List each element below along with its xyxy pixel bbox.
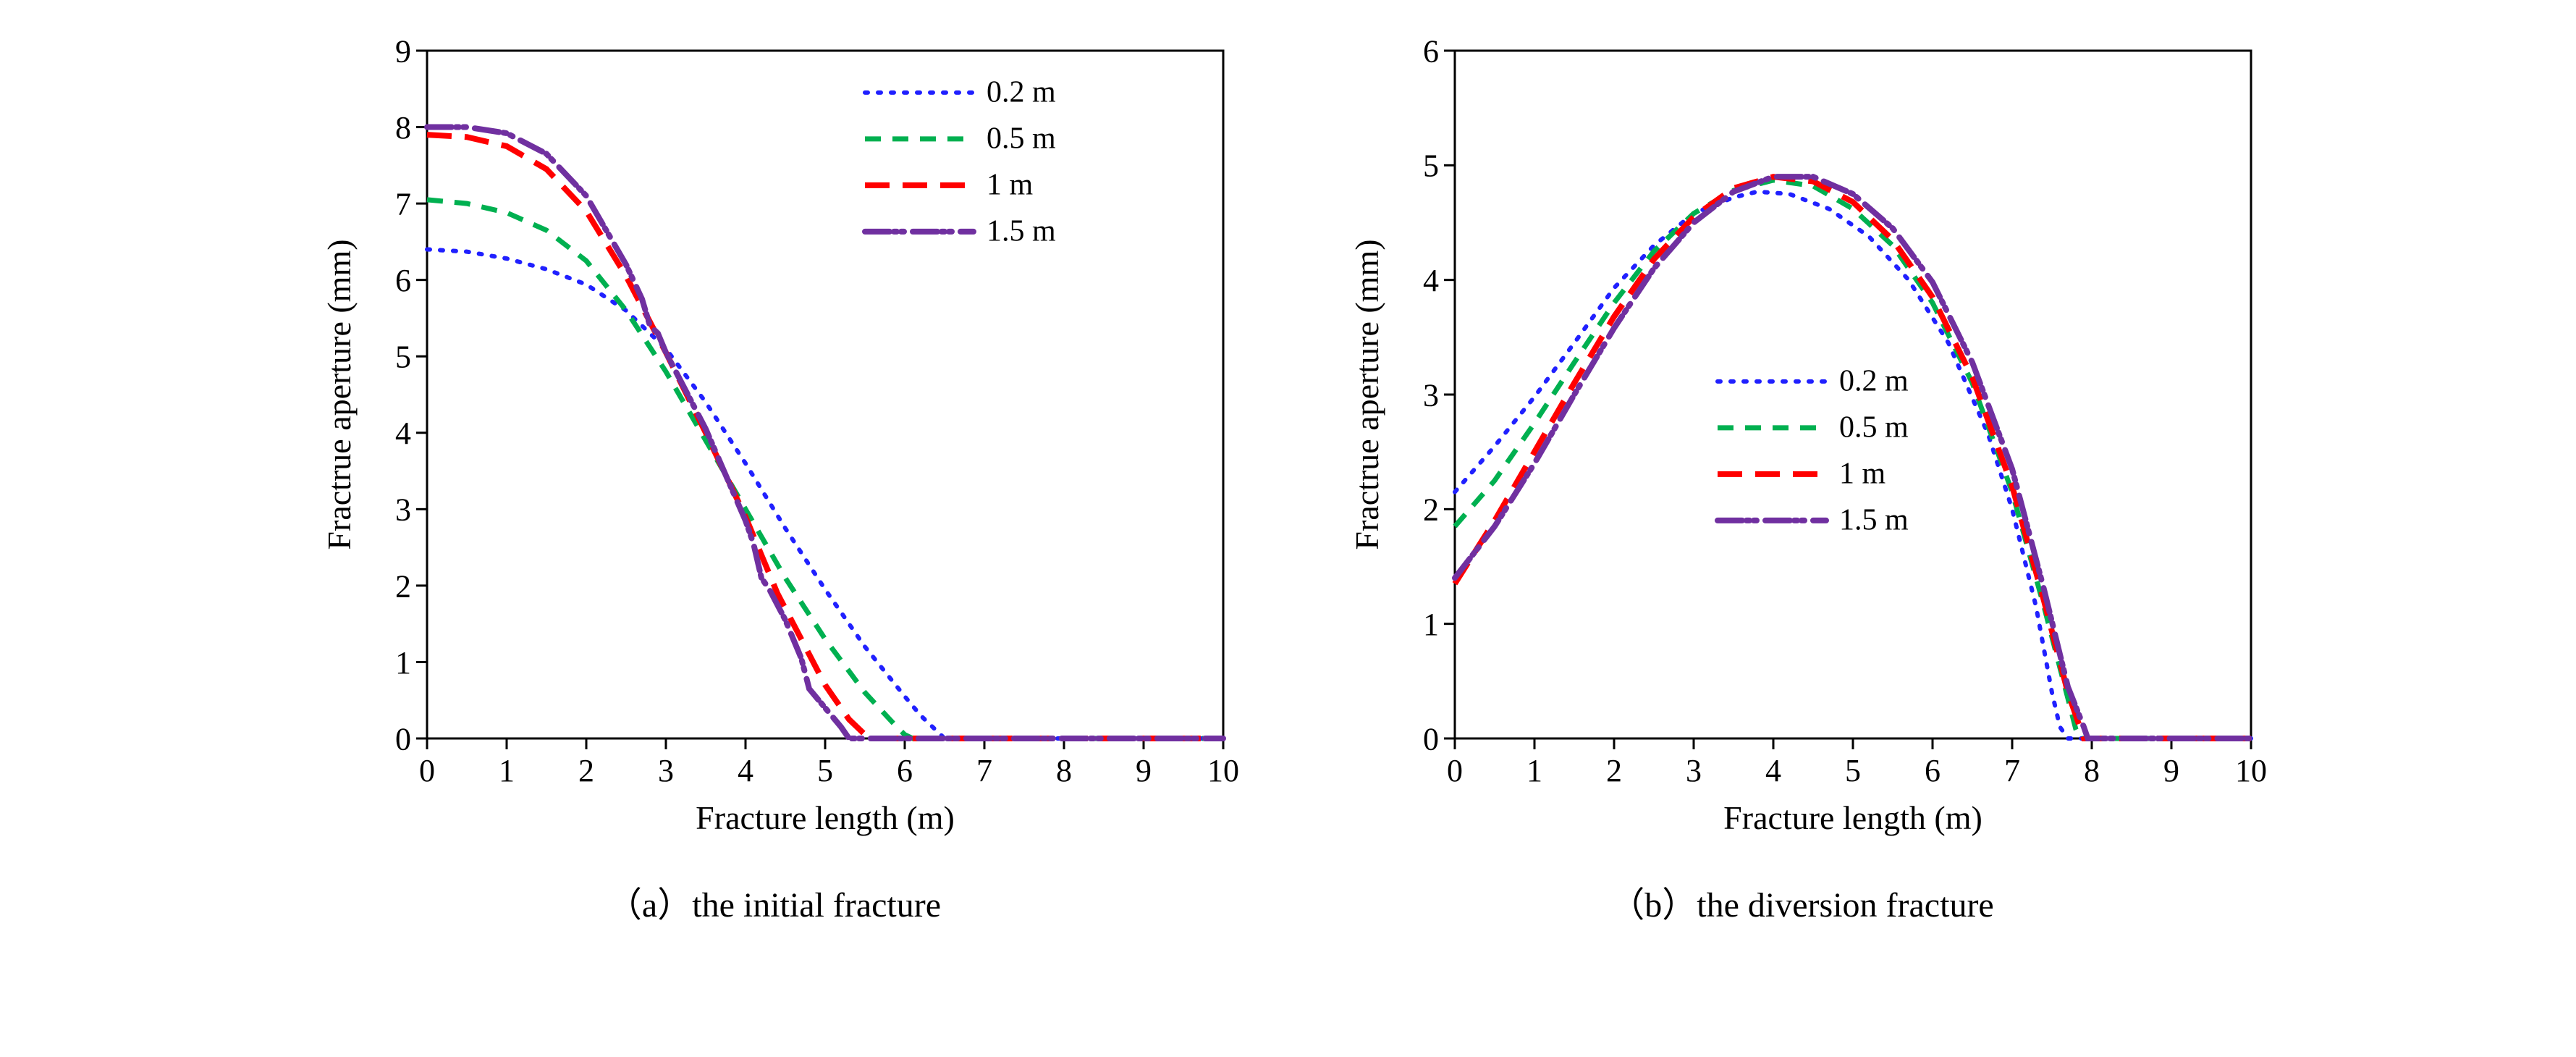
svg-text:6: 6 — [1423, 33, 1439, 69]
svg-text:9: 9 — [2163, 753, 2179, 788]
svg-text:7: 7 — [395, 187, 411, 222]
svg-text:1: 1 — [1526, 753, 1542, 788]
svg-text:0: 0 — [1423, 721, 1439, 757]
svg-text:0.2 m: 0.2 m — [987, 76, 1056, 109]
svg-text:0: 0 — [1447, 753, 1463, 788]
svg-text:3: 3 — [658, 753, 674, 788]
svg-text:1: 1 — [395, 645, 411, 681]
svg-text:2: 2 — [578, 753, 594, 788]
svg-text:6: 6 — [897, 753, 913, 788]
svg-text:6: 6 — [395, 263, 411, 298]
svg-text:6: 6 — [1925, 753, 1941, 788]
svg-text:10: 10 — [2235, 753, 2267, 788]
svg-text:5: 5 — [395, 340, 411, 375]
svg-text:0.5 m: 0.5 m — [987, 122, 1056, 156]
svg-text:0.5 m: 0.5 m — [1839, 411, 1909, 445]
svg-text:4: 4 — [1423, 263, 1439, 298]
caption-b: （b）the diversion fracture — [1610, 876, 1994, 927]
svg-text:Fracture length (m): Fracture length (m) — [1723, 799, 1982, 836]
svg-text:10: 10 — [1207, 753, 1239, 788]
svg-text:2: 2 — [395, 568, 411, 604]
svg-text:5: 5 — [1845, 753, 1861, 788]
svg-text:5: 5 — [817, 753, 833, 788]
svg-text:Fracture length (m): Fracture length (m) — [696, 799, 955, 836]
svg-text:9: 9 — [395, 33, 411, 69]
svg-text:4: 4 — [395, 416, 411, 451]
chart-a: 0 1 2 3 4 5 6 7 8 9 10 0 1 2 3 4 5 6 7 8 9 Fracture length (m… — [304, 29, 1245, 862]
svg-text:2: 2 — [1606, 753, 1622, 788]
svg-text:1.5 m: 1.5 m — [1839, 504, 1909, 537]
svg-text:3: 3 — [1686, 753, 1702, 788]
svg-text:4: 4 — [1765, 753, 1781, 788]
svg-text:Fractrue aperture (mm): Fractrue aperture (mm) — [321, 239, 358, 549]
svg-text:1.5 m: 1.5 m — [987, 215, 1056, 248]
svg-text:1: 1 — [1423, 607, 1439, 642]
svg-text:Fractrue aperture (mm): Fractrue aperture (mm) — [1348, 239, 1385, 549]
svg-text:8: 8 — [395, 110, 411, 146]
svg-text:7: 7 — [976, 753, 992, 788]
svg-text:4: 4 — [738, 753, 753, 788]
svg-text:0.2 m: 0.2 m — [1839, 365, 1909, 398]
svg-text:1: 1 — [499, 753, 515, 788]
svg-text:1 m: 1 m — [987, 169, 1034, 202]
svg-text:3: 3 — [1423, 377, 1439, 413]
svg-text:7: 7 — [2004, 753, 2020, 788]
svg-text:9: 9 — [1136, 753, 1152, 788]
figure-container: 0123456789100123456789Fracture length (m… — [0, 0, 2576, 956]
svg-text:8: 8 — [1056, 753, 1072, 788]
panel-a: 0 1 2 3 4 5 6 7 8 9 10 0 1 2 3 4 5 6 7 8 9 Fracture length (m… — [304, 29, 1245, 927]
caption-a: （a）the initial fracture — [607, 876, 941, 927]
panel-b: 0 1 2 3 4 5 6 7 8 9 10 0 1 2 3 4 5 6 Fracture length (m) Fr… — [1332, 29, 2273, 927]
svg-text:3: 3 — [395, 492, 411, 528]
svg-text:5: 5 — [1423, 148, 1439, 184]
svg-text:2: 2 — [1423, 492, 1439, 528]
svg-text:0: 0 — [395, 721, 411, 757]
chart-b: 0 1 2 3 4 5 6 7 8 9 10 0 1 2 3 4 5 6 Fracture length (m) Fr… — [1332, 29, 2273, 862]
svg-text:0: 0 — [419, 753, 435, 788]
svg-text:8: 8 — [2084, 753, 2100, 788]
svg-text:1 m: 1 m — [1839, 458, 1886, 491]
